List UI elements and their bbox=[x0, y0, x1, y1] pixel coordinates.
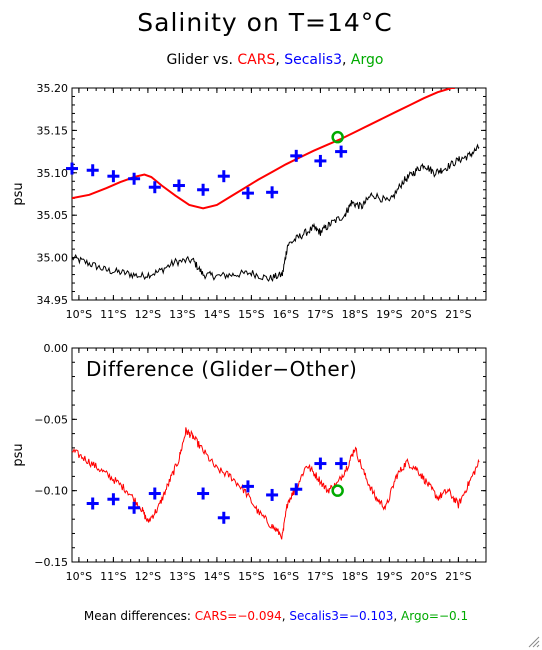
x-tick-label: 10°S bbox=[66, 570, 92, 583]
point-secalis3 bbox=[217, 170, 230, 183]
point-secalis3 bbox=[128, 501, 141, 514]
y-axis-label: psu bbox=[11, 182, 26, 205]
point-secalis3 bbox=[128, 172, 141, 185]
point-secalis3 bbox=[107, 170, 120, 183]
x-tick-label: 18°S bbox=[342, 308, 368, 321]
y-tick-label: −0.05 bbox=[34, 413, 68, 426]
plot-frame bbox=[71, 87, 487, 301]
mean-differences-footer: Mean differences: CARS=−0.094, Secalis3=… bbox=[84, 609, 468, 623]
figure-subtitle: Glider vs. CARS, Secalis3, Argo bbox=[167, 52, 384, 68]
difference-panel: −0.15 −0.10 −0.05 0.00 10°S 11°S 12°S 13°S 14°S 1… bbox=[11, 342, 487, 583]
point-secalis3 bbox=[335, 457, 348, 470]
x-tick-label: 13°S bbox=[169, 570, 195, 583]
point-secalis3 bbox=[148, 487, 161, 500]
series-line-glider bbox=[72, 143, 480, 282]
y-tick-label: 35.10 bbox=[37, 167, 69, 180]
y-tick-label: 35.20 bbox=[37, 82, 69, 95]
point-argo bbox=[331, 130, 344, 144]
x-tick-label: 16°S bbox=[273, 570, 299, 583]
resize-grip-icon[interactable] bbox=[526, 634, 540, 648]
footer-part: , bbox=[393, 609, 401, 623]
point-secalis3 bbox=[314, 154, 327, 167]
point-secalis3 bbox=[266, 488, 279, 501]
x-tick-label: 19°S bbox=[376, 308, 402, 321]
figure-title: Salinity on T=14°C bbox=[137, 8, 393, 37]
x-tick-label: 13°S bbox=[169, 308, 195, 321]
x-tick-label: 20°S bbox=[411, 570, 437, 583]
y-tick-label: −0.15 bbox=[34, 556, 68, 569]
panel-title: Difference (Glider−Other) bbox=[86, 357, 357, 381]
y-tick-label: 35.15 bbox=[37, 124, 69, 137]
footer-part: Secalis3=−0.103 bbox=[289, 609, 393, 623]
point-secalis3 bbox=[107, 493, 120, 506]
point-secalis3 bbox=[148, 181, 161, 194]
point-secalis3 bbox=[217, 511, 230, 524]
x-tick-label: 14°S bbox=[204, 570, 230, 583]
point-secalis3 bbox=[335, 145, 348, 158]
y-tick-label: 0.00 bbox=[44, 342, 69, 355]
point-secalis3 bbox=[172, 179, 185, 192]
x-tick-label: 17°S bbox=[307, 570, 333, 583]
y-tick-label: 35.00 bbox=[37, 252, 69, 265]
point-secalis3 bbox=[66, 162, 78, 175]
series-line-cars bbox=[72, 88, 455, 210]
point-secalis3 bbox=[197, 183, 210, 196]
point-secalis3 bbox=[290, 149, 303, 162]
y-tick-label: −0.10 bbox=[34, 485, 68, 498]
subtitle-part: Argo bbox=[351, 52, 384, 68]
subtitle-part: , bbox=[275, 52, 284, 68]
footer-part: CARS=−0.094 bbox=[195, 609, 282, 623]
x-tick-label: 11°S bbox=[100, 570, 126, 583]
x-tick-label: 14°S bbox=[204, 308, 230, 321]
x-tick-label: 15°S bbox=[238, 308, 264, 321]
x-tick-label: 10°S bbox=[66, 308, 92, 321]
point-secalis3 bbox=[241, 187, 254, 200]
x-tick-label: 12°S bbox=[135, 570, 161, 583]
x-tick-label: 11°S bbox=[100, 308, 126, 321]
x-tick-label: 21°S bbox=[445, 308, 471, 321]
point-secalis3 bbox=[266, 186, 279, 199]
y-tick-label: 35.05 bbox=[37, 209, 69, 222]
x-tick-label: 19°S bbox=[376, 570, 402, 583]
point-secalis3 bbox=[197, 487, 210, 500]
point-secalis3 bbox=[241, 480, 254, 493]
point-secalis3 bbox=[290, 483, 303, 496]
subtitle-part: CARS bbox=[237, 52, 275, 68]
y-axis-label: psu bbox=[11, 443, 26, 466]
x-tick-label: 21°S bbox=[445, 570, 471, 583]
series-line-cars bbox=[72, 427, 480, 540]
x-tick-label: 15°S bbox=[238, 570, 264, 583]
x-tick-label: 18°S bbox=[342, 570, 368, 583]
footer-part: Argo=−0.1 bbox=[401, 609, 468, 623]
x-tick-label: 20°S bbox=[411, 308, 437, 321]
point-secalis3 bbox=[86, 164, 99, 177]
subtitle-part: Secalis3 bbox=[284, 52, 342, 68]
footer-part: Mean differences: bbox=[84, 609, 195, 623]
x-tick-label: 16°S bbox=[273, 308, 299, 321]
salinity-panel: 34.95 35.00 35.05 35.10 35.15 35.20 10°S 11°S 12… bbox=[11, 82, 487, 321]
subtitle-part: Glider vs. bbox=[167, 52, 238, 68]
plot-frame bbox=[71, 347, 487, 563]
y-tick-label: 34.95 bbox=[37, 294, 69, 307]
point-secalis3 bbox=[314, 457, 327, 470]
x-tick-label: 17°S bbox=[307, 308, 333, 321]
subtitle-part: , bbox=[342, 52, 351, 68]
footer-part: , bbox=[282, 609, 290, 623]
x-tick-label: 12°S bbox=[135, 308, 161, 321]
point-secalis3 bbox=[86, 497, 99, 510]
point-argo bbox=[331, 484, 344, 497]
